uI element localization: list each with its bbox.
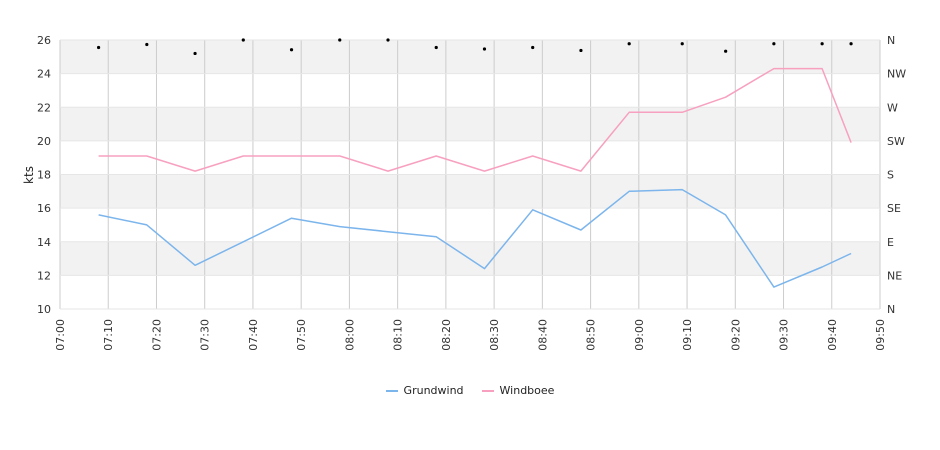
- x-tick-label: 07:30: [199, 319, 212, 351]
- x-tick-label: 09:00: [633, 319, 646, 351]
- y-tick-label: 20: [37, 135, 51, 148]
- y2-tick-label: N: [887, 303, 895, 316]
- x-tick-label: 07:10: [102, 319, 115, 351]
- legend-swatch-grundwind: [385, 389, 398, 392]
- direction-point: [849, 42, 853, 46]
- y2-tick-label: SW: [887, 135, 905, 148]
- direction-point: [680, 42, 684, 46]
- y-tick-label: 24: [37, 68, 51, 81]
- plot-band: [60, 174, 880, 209]
- direction-point: [434, 45, 438, 50]
- direction-point: [772, 42, 776, 46]
- direction-point: [193, 51, 197, 56]
- x-tick-label: 08:40: [536, 319, 549, 351]
- direction-points: [96, 38, 853, 56]
- x-tick-label: 07:40: [247, 319, 260, 351]
- legend-label-grundwind: Grundwind: [403, 384, 464, 397]
- y2-tick-label: N: [887, 34, 895, 47]
- y2-tick-label: W: [887, 101, 898, 114]
- x-tick-label: 09:10: [681, 319, 694, 351]
- x-tick-label: 08:00: [343, 319, 356, 351]
- y-axis-tick-labels: 10 12 14 16 18 20 22 24 26: [37, 34, 51, 316]
- x-tick-label: 07:20: [150, 319, 163, 351]
- x-tick-label: 08:30: [488, 319, 501, 351]
- y-tick-label: 10: [37, 303, 51, 316]
- plot-band: [60, 40, 880, 74]
- y2-tick-label: SE: [887, 202, 901, 215]
- y-tick-label: 26: [37, 34, 51, 47]
- direction-point: [820, 42, 824, 46]
- direction-point: [579, 48, 583, 53]
- x-tick-label: 09:40: [826, 319, 839, 351]
- legend-item-windboee[interactable]: Windboee: [481, 384, 555, 397]
- series-line-windboee[interactable]: [98, 67, 852, 172]
- legend-swatch-windboee: [481, 389, 494, 392]
- direction-point: [724, 49, 728, 53]
- direction-point: [241, 38, 245, 42]
- direction-point: [482, 47, 487, 51]
- y2-axis-tick-labels: N NE E SE S SW W NW N: [887, 34, 906, 316]
- series-line-grundwind[interactable]: [98, 188, 852, 288]
- direction-point: [386, 38, 390, 42]
- y2-tick-label: NW: [887, 68, 906, 81]
- x-axis-tick-labels: 07:00 07:10 07:20 07:30 07:40 07:50 08:00 08:10…: [54, 319, 887, 351]
- plot-band: [60, 107, 880, 141]
- legend-label-windboee: Windboee: [499, 384, 555, 397]
- x-tick-label: 08:10: [392, 319, 405, 351]
- horizontal-gridlines: [60, 39, 880, 310]
- x-tick-label: 08:50: [585, 319, 598, 351]
- direction-point: [289, 48, 294, 52]
- direction-point: [338, 38, 342, 42]
- direction-point: [145, 42, 149, 47]
- x-tick-label: 09:20: [729, 319, 742, 351]
- direction-point: [96, 45, 101, 50]
- x-tick-label: 07:00: [54, 319, 67, 351]
- y2-tick-label: S: [887, 169, 894, 182]
- y2-tick-label: NE: [887, 269, 902, 282]
- x-tick-label: 08:20: [440, 319, 453, 351]
- x-tick-label: 07:50: [295, 319, 308, 351]
- y2-tick-label: E: [887, 236, 894, 249]
- plot-bands: [60, 40, 880, 276]
- chart-legend: Grundwind Windboee: [0, 384, 940, 397]
- y-tick-label: 14: [37, 236, 51, 249]
- y-axis-label: kts: [22, 166, 36, 184]
- direction-point: [627, 42, 631, 46]
- y-tick-label: 16: [37, 202, 51, 215]
- y-tick-label: 12: [37, 269, 51, 282]
- y-tick-label: 22: [37, 101, 51, 114]
- direction-point: [531, 45, 535, 50]
- y-tick-label: 18: [37, 169, 51, 182]
- series-lines: [98, 67, 852, 288]
- x-tick-label: 09:30: [778, 319, 791, 351]
- legend-item-grundwind[interactable]: Grundwind: [385, 384, 464, 397]
- x-tick-label: 09:50: [874, 319, 887, 351]
